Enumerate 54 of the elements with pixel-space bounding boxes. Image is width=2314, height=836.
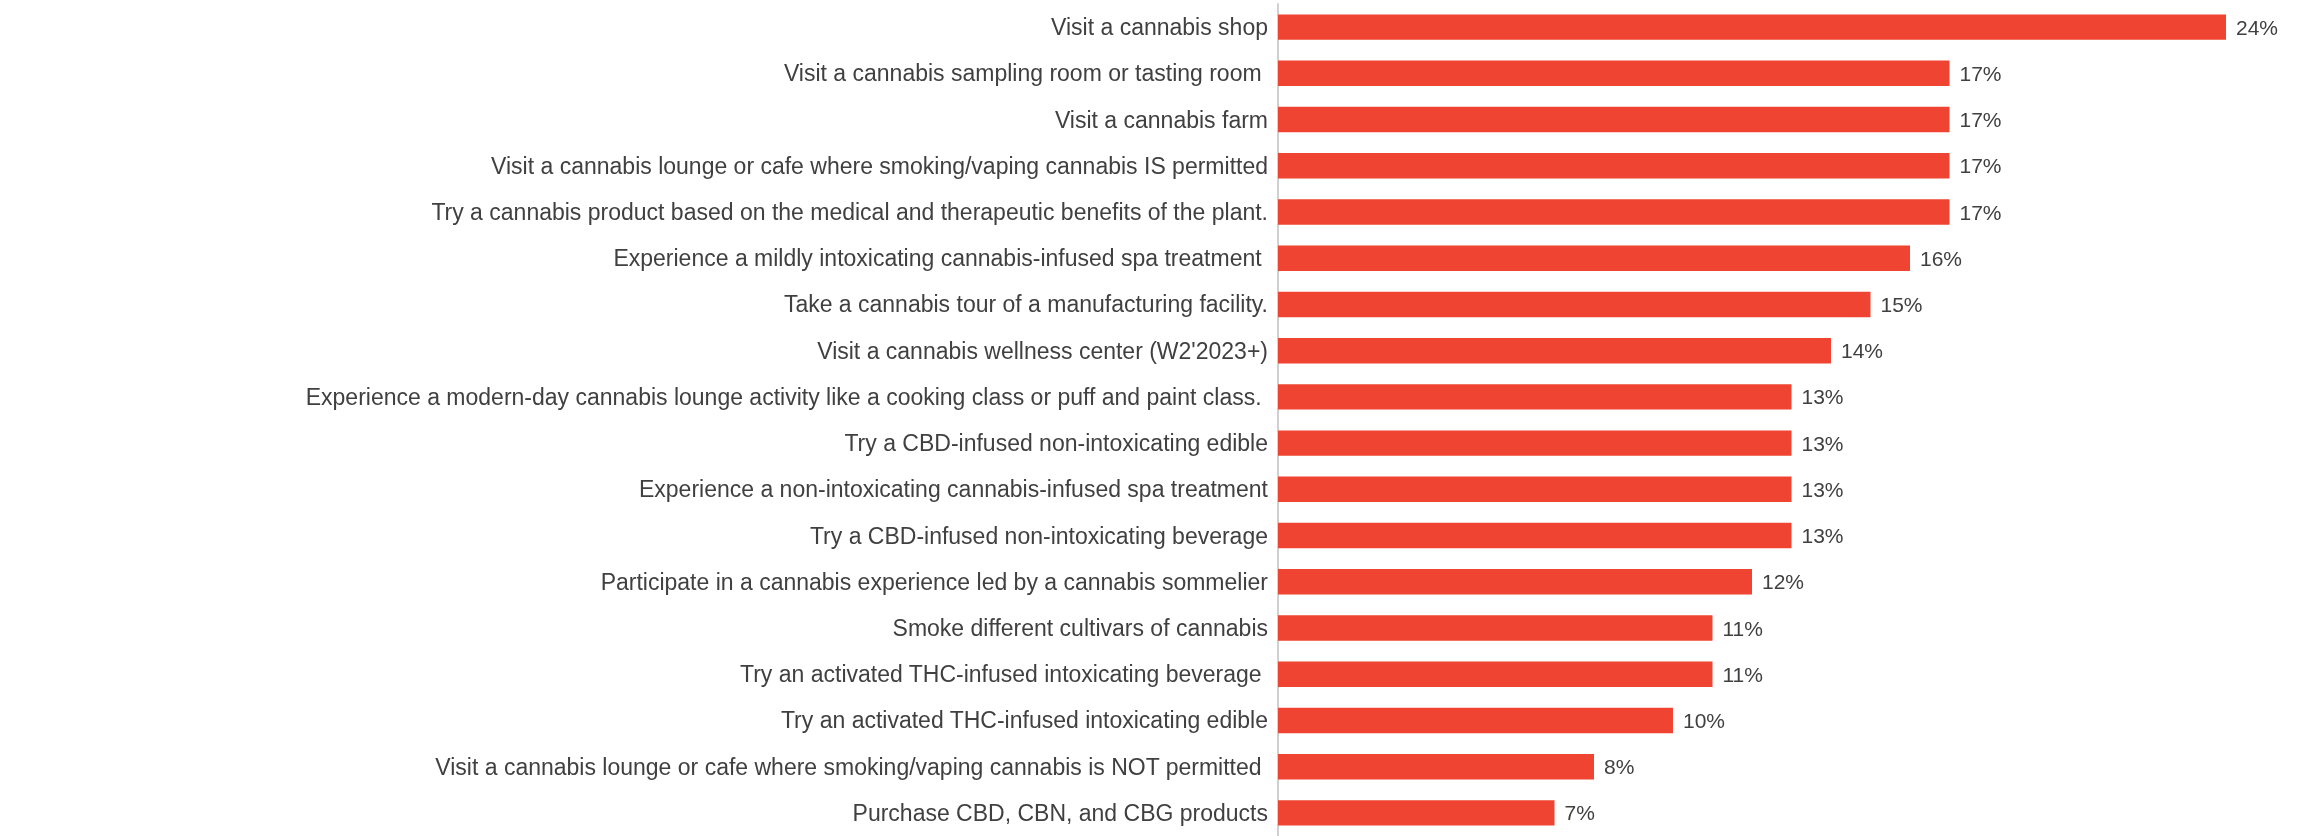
bar bbox=[1278, 384, 1792, 410]
bar bbox=[1278, 153, 1950, 179]
data-label: 17% bbox=[1959, 154, 2002, 178]
y-tick-label: Try a CBD-infused non-intoxicating edible bbox=[844, 430, 1268, 457]
data-label: 15% bbox=[1880, 292, 1923, 316]
y-tick-label: Try an activated THC-infused intoxicating edible bbox=[780, 707, 1268, 734]
data-label: 24% bbox=[2236, 15, 2279, 39]
data-label: 11% bbox=[1722, 662, 1763, 686]
y-tick-label: Smoke different cultivars of cannabis bbox=[892, 615, 1268, 641]
y-tick-label: Participate in a cannabis experience led by a cannabis sommelier bbox=[600, 568, 1269, 595]
data-label: 8% bbox=[1604, 755, 1635, 779]
bar bbox=[1278, 199, 1950, 225]
y-tick-label: Visit a cannabis wellness center (W2'2023+) bbox=[817, 337, 1268, 364]
bar bbox=[1278, 291, 1871, 318]
data-label: 16% bbox=[1920, 246, 1963, 270]
y-tick-label: Experience a mildly intoxicating cannabis-infused spa treatment bbox=[613, 245, 1268, 272]
bar bbox=[1278, 106, 1950, 133]
y-tick-label: Visit a cannabis lounge or cafe where smoking/vaping cannabis is NOT permitted bbox=[435, 753, 1268, 780]
y-tick-label: Visit a cannabis sampling room or tasting room bbox=[783, 60, 1268, 87]
data-label: 17% bbox=[1959, 108, 2002, 132]
y-tick-label: Visit a cannabis lounge or cafe where smoking/vaping cannabis IS permitted bbox=[491, 152, 1268, 179]
bar bbox=[1278, 615, 1713, 641]
data-label: 13% bbox=[1801, 431, 1844, 455]
y-tick-label: Try a cannabis product based on the medical and therapeutic benefits of the plant. bbox=[431, 199, 1268, 225]
y-tick-label: Experience a modern-day cannabis lounge activity like a cooking class or puff and paint class. bbox=[305, 383, 1268, 410]
y-tick-label: Purchase CBD, CBN, and CBG products bbox=[852, 799, 1268, 826]
y-tick-label: Try an activated THC-infused intoxicating beverage bbox=[740, 661, 1268, 688]
data-label: 12% bbox=[1762, 570, 1805, 594]
y-tick-label: Take a cannabis tour of a manufacturing facility. bbox=[783, 291, 1268, 318]
y-tick-label: Visit a cannabis shop bbox=[1051, 14, 1268, 41]
bar bbox=[1278, 14, 2226, 40]
bar bbox=[1278, 800, 1555, 826]
data-label: 11% bbox=[1722, 616, 1763, 640]
data-label: 7% bbox=[1564, 801, 1595, 825]
bar bbox=[1278, 753, 1594, 780]
bar bbox=[1278, 430, 1792, 456]
data-label: 13% bbox=[1801, 385, 1844, 409]
bar bbox=[1278, 337, 1831, 364]
y-tick-label: Experience a non-intoxicating cannabis-infused spa treatment bbox=[638, 476, 1269, 503]
bar bbox=[1278, 476, 1792, 503]
data-label: 10% bbox=[1683, 708, 1726, 732]
bar bbox=[1278, 707, 1673, 734]
y-tick-label: Visit a cannabis farm bbox=[1054, 106, 1268, 133]
bar bbox=[1278, 245, 1910, 271]
y-tick-label: Try a CBD-infused non-intoxicating beverage bbox=[809, 522, 1268, 549]
data-label: 13% bbox=[1801, 477, 1844, 501]
data-label: 17% bbox=[1959, 200, 2002, 224]
bar bbox=[1278, 661, 1713, 687]
data-label: 17% bbox=[1959, 61, 2002, 85]
bar bbox=[1278, 569, 1752, 595]
data-label: 13% bbox=[1801, 524, 1844, 548]
bar bbox=[1278, 522, 1792, 549]
data-label: 14% bbox=[1841, 339, 1884, 363]
bar bbox=[1278, 60, 1950, 87]
